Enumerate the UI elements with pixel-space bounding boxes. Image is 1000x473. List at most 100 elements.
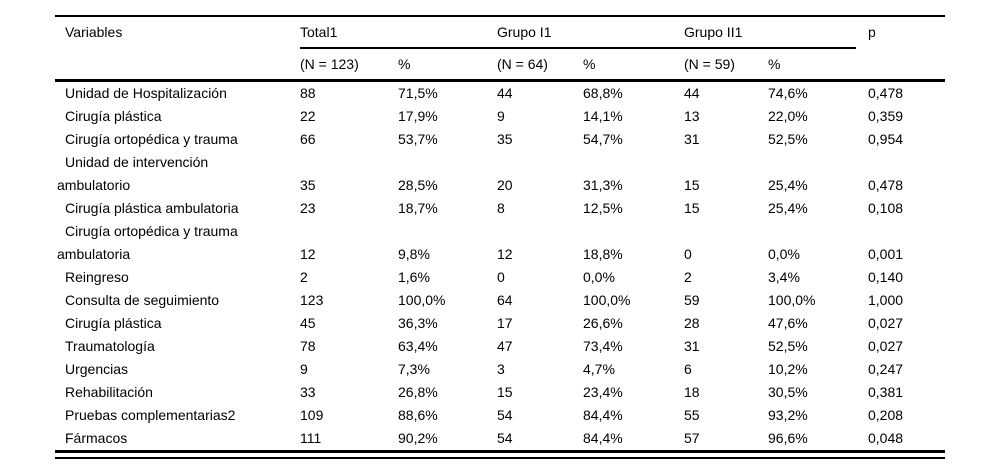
table-cell: 111 bbox=[300, 430, 322, 446]
table-cell: 28 bbox=[684, 315, 700, 331]
table-row: Cirugía plástica ambulatoria 23 18,7% 8 … bbox=[55, 197, 945, 220]
table-cell bbox=[768, 151, 868, 174]
table-cell: 20 bbox=[497, 177, 513, 193]
table-cell: 0,381 bbox=[868, 384, 904, 400]
table-cell: 12,5% bbox=[583, 200, 623, 216]
column-header-total-pct: % bbox=[398, 56, 411, 72]
table-cell: 10,2% bbox=[768, 361, 808, 377]
table-top-rule bbox=[55, 15, 945, 17]
row-label: Traumatología bbox=[65, 338, 155, 354]
table-cell: 8 bbox=[497, 200, 505, 216]
table-cell: 9,8% bbox=[398, 246, 430, 262]
column-header-grupo-ii-pct: % bbox=[768, 56, 781, 72]
table-cell: 0 bbox=[684, 246, 692, 262]
table-cell: 0,140 bbox=[868, 269, 904, 285]
table-cell: 0,027 bbox=[868, 315, 904, 331]
table-cell: 2 bbox=[684, 269, 692, 285]
table-cell: 59 bbox=[684, 292, 700, 308]
table-bottom-rule-thick bbox=[55, 450, 945, 453]
table-cell: 3,4% bbox=[768, 269, 800, 285]
table-body: Unidad de Hospitalización 88 71,5% 44 68… bbox=[55, 82, 945, 450]
table-cell: 88,6% bbox=[398, 407, 438, 423]
table-cell: 96,6% bbox=[768, 430, 808, 446]
table-cell bbox=[684, 220, 768, 243]
table-bottom-rule-thin bbox=[55, 457, 945, 459]
row-label: Reingreso bbox=[65, 269, 129, 285]
table-cell: 31 bbox=[684, 131, 700, 147]
table-cell: 28,5% bbox=[398, 177, 438, 193]
row-label: Pruebas complementarias2 bbox=[65, 407, 236, 423]
column-header-total: Total1 bbox=[300, 24, 338, 40]
table-cell: 63,4% bbox=[398, 338, 438, 354]
table-cell: 52,5% bbox=[768, 338, 808, 354]
table-row: Reingreso 2 1,6% 0 0,0% 2 3,4% 0,140 bbox=[55, 266, 945, 289]
table-cell: 35 bbox=[497, 131, 513, 147]
table-cell: 52,5% bbox=[768, 131, 808, 147]
table-row: Traumatología 78 63,4% 47 73,4% 31 52,5%… bbox=[55, 335, 945, 358]
table-cell: 0,478 bbox=[868, 85, 904, 101]
row-label: Cirugía ortopédica y trauma bbox=[65, 223, 238, 239]
column-header-grupo-i: Grupo I1 bbox=[497, 24, 552, 40]
table-cell: 4,7% bbox=[583, 361, 615, 377]
table-cell: 0,027 bbox=[868, 338, 904, 354]
table-cell: 6 bbox=[684, 361, 692, 377]
table-cell bbox=[398, 220, 497, 243]
row-label: Cirugía plástica bbox=[65, 315, 162, 331]
table-cell: 73,4% bbox=[583, 338, 623, 354]
table-cell: 15 bbox=[684, 177, 700, 193]
header-bottom-rule bbox=[55, 79, 945, 82]
column-header-grupo-i-n: (N = 64) bbox=[497, 56, 548, 72]
table-cell: 30,5% bbox=[768, 384, 808, 400]
table-row: Urgencias 9 7,3% 3 4,7% 6 10,2% 0,247 bbox=[55, 358, 945, 381]
table-row: Cirugía ortopédica y trauma 66 53,7% 35 … bbox=[55, 128, 945, 151]
table-cell: 54,7% bbox=[583, 131, 623, 147]
table-cell: 88 bbox=[300, 85, 316, 101]
column-header-grupo-ii: Grupo II1 bbox=[684, 24, 743, 40]
table-cell: 9 bbox=[300, 361, 308, 377]
table-cell: 23 bbox=[300, 200, 316, 216]
table-cell: 36,3% bbox=[398, 315, 438, 331]
column-header-p: p bbox=[868, 24, 876, 40]
table-cell bbox=[768, 220, 868, 243]
table-cell: 9 bbox=[497, 108, 505, 124]
table-cell: 44 bbox=[684, 85, 700, 101]
table-cell: 18,7% bbox=[398, 200, 438, 216]
table-cell: 0,478 bbox=[868, 177, 904, 193]
table-cell: 15 bbox=[684, 200, 700, 216]
table-cell: 47,6% bbox=[768, 315, 808, 331]
table-cell bbox=[583, 151, 684, 174]
table-cell: 53,7% bbox=[398, 131, 438, 147]
table-cell: 44 bbox=[497, 85, 513, 101]
table-cell bbox=[497, 151, 583, 174]
table-cell: 0,0% bbox=[768, 246, 800, 262]
row-label: Consulta de seguimiento bbox=[65, 292, 220, 308]
table-cell: 54 bbox=[497, 430, 513, 446]
header-row-n-pct: (N = 123) % (N = 64) % (N = 59) % bbox=[55, 49, 945, 79]
table-cell bbox=[497, 220, 583, 243]
table-cell: 12 bbox=[497, 246, 513, 262]
table-cell: 22,0% bbox=[768, 108, 808, 124]
table-cell: 109 bbox=[300, 407, 324, 423]
row-label: ambulatoria bbox=[57, 246, 131, 262]
table-row: Cirugía ortopédica y trauma bbox=[55, 220, 945, 243]
table-cell: 25,4% bbox=[768, 177, 808, 193]
table-cell: 45 bbox=[300, 315, 316, 331]
table-cell: 35 bbox=[300, 177, 316, 193]
table-row: Cirugía plástica 45 36,3% 17 26,6% 28 47… bbox=[55, 312, 945, 335]
table-cell: 23,4% bbox=[583, 384, 623, 400]
table-cell: 31,3% bbox=[583, 177, 623, 193]
table-cell: 74,6% bbox=[768, 85, 808, 101]
column-header-grupo-i-pct: % bbox=[583, 56, 596, 72]
table-row: Rehabilitación 33 26,8% 15 23,4% 18 30,5… bbox=[55, 381, 945, 404]
table-cell bbox=[300, 151, 398, 174]
table-cell: 22 bbox=[300, 108, 316, 124]
table-cell: 26,6% bbox=[583, 315, 623, 331]
table-row: Cirugía plástica 22 17,9% 9 14,1% 13 22,… bbox=[55, 105, 945, 128]
table-row: Fármacos 111 90,2% 54 84,4% 57 96,6% 0,0… bbox=[55, 427, 945, 450]
row-label: Cirugía ortopédica y trauma bbox=[65, 131, 238, 147]
header-row-groups: Variables Total1 Grupo I1 Grupo II1 p bbox=[55, 17, 945, 47]
table-cell bbox=[300, 220, 398, 243]
table-cell: 54 bbox=[497, 407, 513, 423]
table-cell: 66 bbox=[300, 131, 316, 147]
table-cell bbox=[868, 220, 945, 243]
